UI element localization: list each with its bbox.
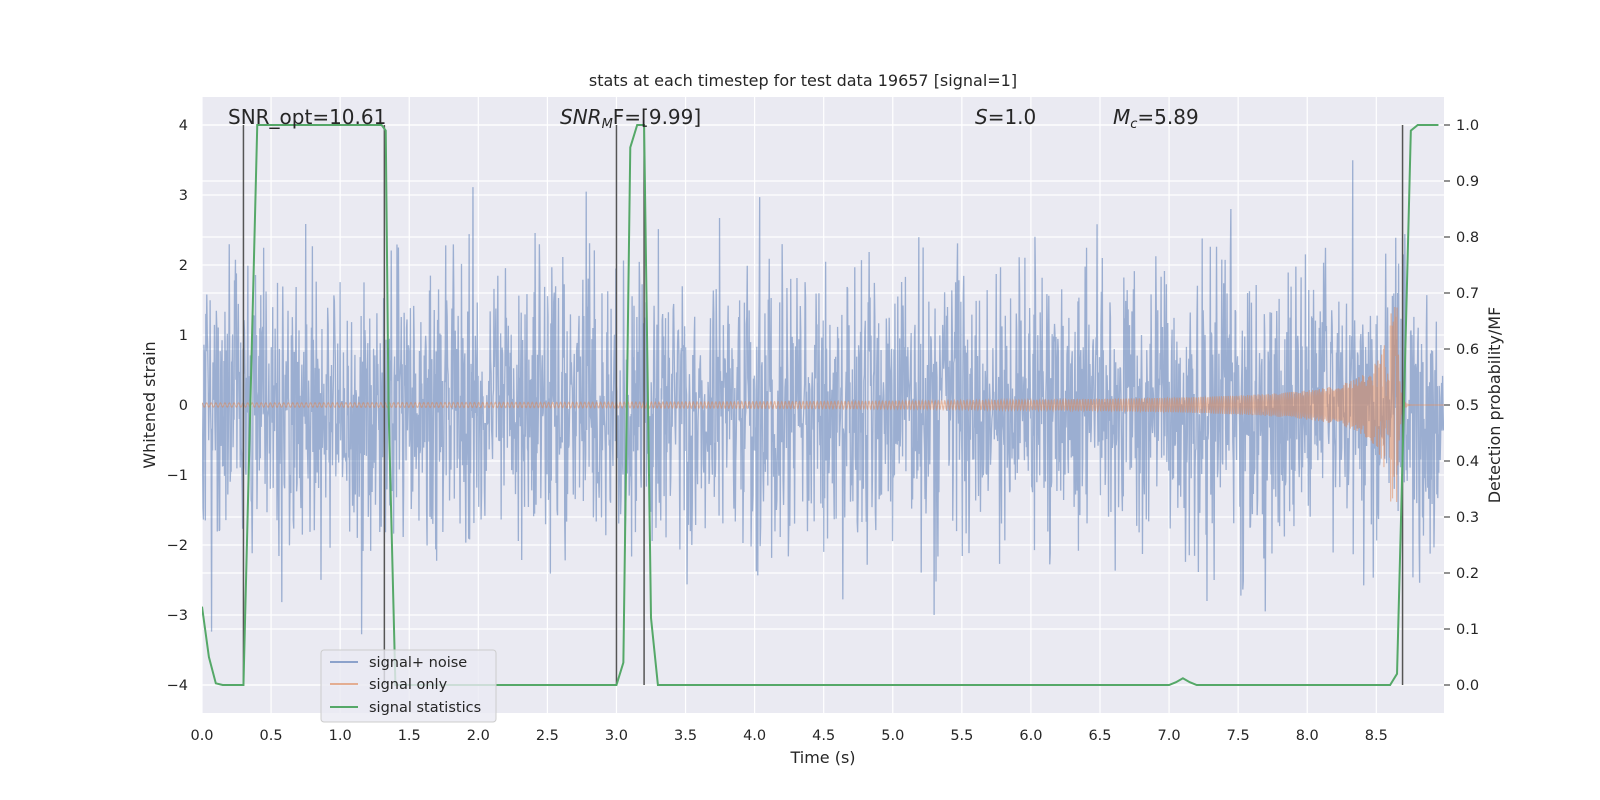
y-right-tick-label: 0.1 — [1456, 622, 1479, 638]
x-tick-label: 7.0 — [1158, 728, 1181, 744]
y-left-tick-label: −2 — [167, 538, 188, 554]
y-left-axis-label: Whitened strain — [140, 341, 159, 468]
y-right-tick-label: 0.0 — [1456, 678, 1479, 694]
annotation-s-value: =1.0 — [988, 105, 1037, 129]
y-left-tick-label: 4 — [179, 118, 188, 134]
y-right-tick-label: 0.7 — [1456, 286, 1479, 302]
y-right-tick-label: 0.4 — [1456, 454, 1479, 470]
x-tick-label: 6.5 — [1088, 728, 1111, 744]
x-tick-label: 2.0 — [467, 728, 490, 744]
statistics-trace — [202, 124, 1439, 686]
legend: signal+ noise signal only signal statist… — [320, 649, 497, 723]
annotation-mc: Mc=5.89 — [1113, 105, 1199, 132]
annotation-s: S=1.0 — [975, 105, 1036, 129]
x-tick-label: 2.5 — [536, 728, 559, 744]
annotation-mc-value: =5.89 — [1137, 105, 1198, 129]
y-right-tick-label: 0.8 — [1456, 230, 1479, 246]
x-tick-label: 8.5 — [1365, 728, 1388, 744]
legend-item-signal-statistics: signal statistics — [369, 700, 481, 716]
legend-item-signal-noise: signal+ noise — [369, 655, 467, 671]
y-left-tick-label: 3 — [179, 188, 188, 204]
y-left-tick-label: 2 — [179, 258, 188, 274]
annotation-snr-mf: SNRMF=[9.99] — [560, 105, 701, 132]
y-right-tick-label: 0.2 — [1456, 566, 1479, 582]
y-right-tick-labels: 1.0 0.9 0.8 0.7 0.6 0.5 0.4 0.3 0.2 0.1 0.0 — [1444, 118, 1479, 694]
y-right-tick-label: 0.3 — [1456, 510, 1479, 526]
annotation-snr-mf-rest: F=[9.99] — [613, 105, 701, 129]
y-left-tick-label: 1 — [179, 328, 188, 344]
x-tick-label: 1.0 — [329, 728, 352, 744]
y-right-tick-label: 0.5 — [1456, 398, 1479, 414]
annotation-mc-main: M — [1113, 105, 1130, 129]
y-right-tick-label: 0.6 — [1456, 342, 1479, 358]
x-tick-label: 5.0 — [881, 728, 904, 744]
chirp-trace — [202, 307, 1444, 502]
chart-title: stats at each timestep for test data 196… — [589, 71, 1017, 90]
y-left-tick-labels: 4 3 2 1 0 −1 −2 −3 −4 — [167, 118, 188, 694]
x-tick-label: 8.0 — [1296, 728, 1319, 744]
annotation-s-label: S — [975, 105, 988, 129]
vertical-markers — [242, 125, 1404, 685]
annotation-snr-mf-sub: M — [602, 117, 613, 132]
x-tick-label: 7.5 — [1227, 728, 1250, 744]
y-right-axis-label: Detection probability/MF — [1485, 307, 1504, 504]
annotation-snr-mf-main: SNR — [560, 105, 602, 129]
y-left-tick-label: −3 — [167, 608, 188, 624]
series-signal-only — [202, 307, 1444, 502]
x-tick-label: 6.0 — [1019, 728, 1042, 744]
plot-area — [201, 97, 1444, 713]
y-right-tick-label: 1.0 — [1456, 118, 1479, 134]
y-left-tick-label: 0 — [179, 398, 188, 414]
x-tick-label: 3.5 — [674, 728, 697, 744]
x-axis-label: Time (s) — [789, 748, 855, 767]
x-tick-label: 0.5 — [260, 728, 283, 744]
legend-box — [320, 649, 497, 723]
annotation-snr-opt: SNR_opt=10.61 — [228, 105, 386, 129]
x-tick-label: 3.0 — [605, 728, 628, 744]
x-tick-label: 4.0 — [743, 728, 766, 744]
x-tick-label: 4.5 — [812, 728, 835, 744]
y-right-tick-label: 0.9 — [1456, 174, 1479, 190]
x-tick-label: 1.5 — [398, 728, 421, 744]
y-left-tick-label: −1 — [167, 468, 188, 484]
x-tick-label: 0.0 — [190, 728, 213, 744]
series-signal-statistics — [202, 124, 1439, 686]
series-signal-noise — [202, 160, 1444, 635]
y-left-tick-label: −4 — [167, 678, 188, 694]
x-tick-label: 5.5 — [950, 728, 973, 744]
annotation-mc-sub: c — [1130, 117, 1137, 132]
legend-item-signal-only: signal only — [369, 677, 448, 693]
noise-trace — [202, 160, 1444, 635]
x-tick-labels: 0.0 0.5 1.0 1.5 2.0 2.5 3.0 3.5 4.0 4.5 5.0 5.5 6.0 6… — [190, 728, 1387, 744]
